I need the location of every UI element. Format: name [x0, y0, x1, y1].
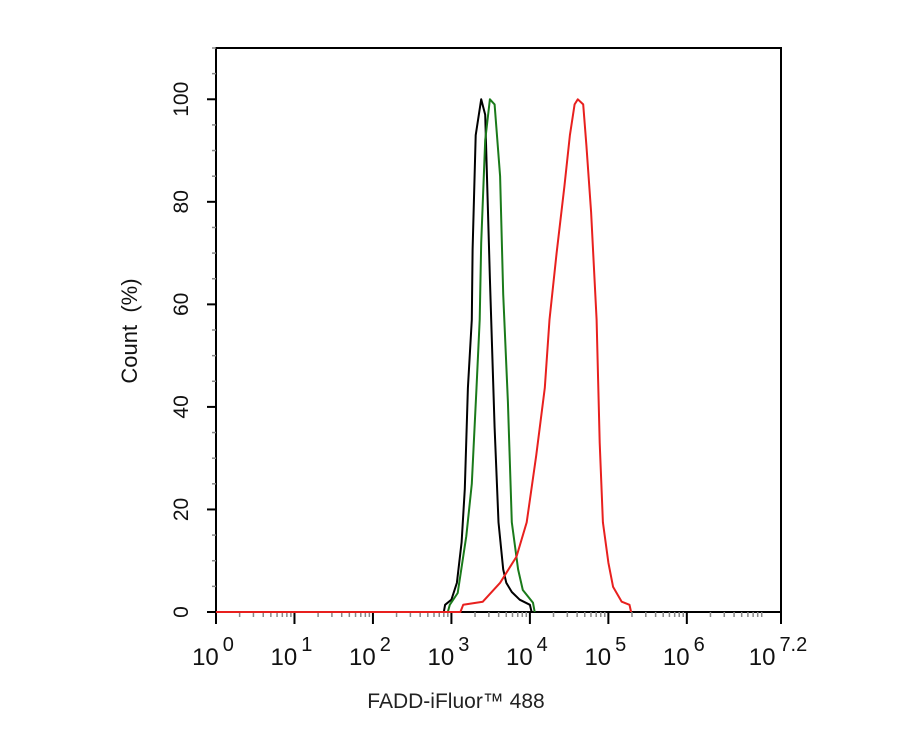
histogram-series-line [216, 98, 633, 613]
x-tick-exponent: 7.2 [779, 634, 807, 656]
x-tick-label: 10 7.2 [749, 634, 808, 671]
y-tick-label: 40 [170, 395, 193, 418]
x-axis-label: FADD-iFluor™ 488 [367, 690, 544, 713]
y-tick-label: 60 [170, 293, 193, 316]
x-tick-base: 10 [749, 644, 776, 671]
x-tick-base: 10 [663, 644, 690, 671]
x-tick-label: 10 6 [663, 634, 705, 671]
y-tick-label: 80 [170, 190, 193, 213]
x-tick-label: 10 2 [349, 634, 391, 671]
x-tick-exponent: 2 [380, 634, 391, 656]
x-tick-exponent: 0 [223, 634, 234, 656]
x-tick-label: 10 4 [506, 634, 548, 671]
x-tick-label: 10 1 [271, 634, 313, 671]
x-tick-base: 10 [349, 644, 376, 671]
histogram-series-line [216, 98, 533, 613]
x-tick-exponent: 4 [537, 634, 548, 656]
x-tick-base: 10 [271, 644, 298, 671]
x-tick-exponent: 1 [301, 634, 312, 656]
x-tick-base: 10 [428, 644, 455, 671]
x-tick-exponent: 5 [615, 634, 626, 656]
y-axis-label: Count (%) [117, 278, 142, 383]
x-tick-exponent: 3 [458, 634, 469, 656]
x-tick-label: 10 0 [192, 634, 234, 671]
x-tick-label: 10 3 [428, 634, 470, 671]
y-tick-label: 20 [170, 498, 193, 521]
histogram-series-line [216, 98, 536, 613]
x-tick-label: 10 5 [584, 634, 626, 671]
x-tick-base: 10 [506, 644, 533, 671]
y-tick-label: 0 [170, 606, 193, 618]
y-tick-label: 100 [170, 82, 193, 117]
x-tick-exponent: 6 [694, 634, 705, 656]
x-tick-base: 10 [192, 644, 219, 671]
x-tick-base: 10 [584, 644, 611, 671]
